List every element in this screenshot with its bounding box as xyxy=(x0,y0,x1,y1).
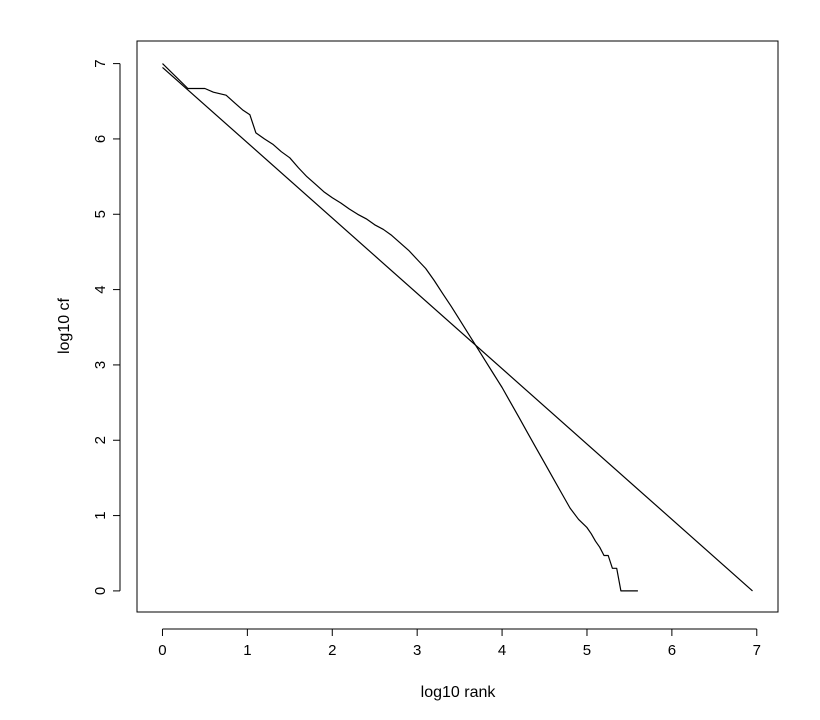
observed-curve-line xyxy=(162,63,638,592)
y-tick-label: 1 xyxy=(92,511,109,519)
y-tick-label: 0 xyxy=(92,587,109,595)
x-tick-label: 5 xyxy=(583,642,591,659)
x-tick-label: 4 xyxy=(498,642,506,659)
y-tick-label: 7 xyxy=(92,59,109,67)
plot-frame xyxy=(136,40,779,613)
y-tick-label: 5 xyxy=(92,210,109,218)
y-tick-label: 2 xyxy=(92,436,109,444)
x-axis: 0 1 2 3 4 5 6 7 xyxy=(158,628,761,659)
x-tick-label: 0 xyxy=(158,642,166,659)
series-layer xyxy=(162,63,753,592)
x-axis-title: log10 rank xyxy=(421,684,497,701)
x-tick-label: 6 xyxy=(668,642,676,659)
x-tick-label: 3 xyxy=(413,642,421,659)
y-tick-label: 3 xyxy=(92,361,109,369)
x-tick-label: 7 xyxy=(753,642,761,659)
y-tick-label: 4 xyxy=(92,285,109,293)
y-axis: 0 1 2 3 4 5 6 7 xyxy=(92,59,121,595)
x-tick-label: 2 xyxy=(328,642,336,659)
x-tick-label: 1 xyxy=(243,642,251,659)
y-axis-title: log10 cf xyxy=(56,297,73,354)
y-tick-label: 6 xyxy=(92,135,109,143)
fitted-line-line xyxy=(162,66,753,592)
